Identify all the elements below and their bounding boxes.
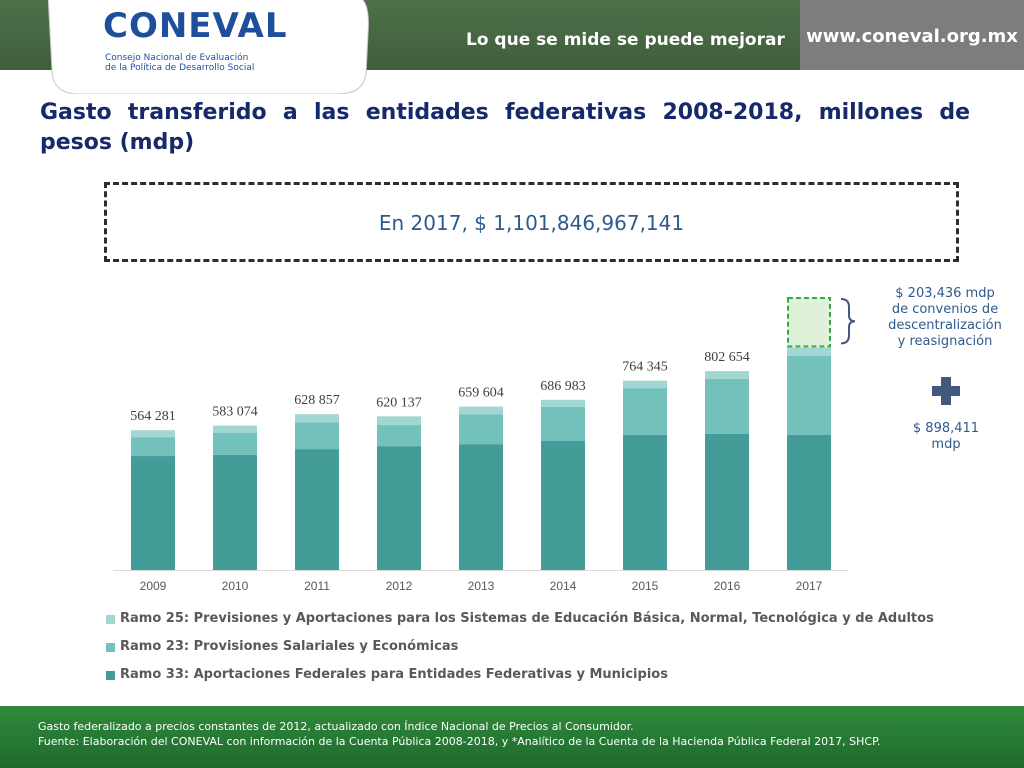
data-label: 583 074 [212, 405, 258, 420]
logo-subtitle: Consejo Nacional de Evaluación de la Pol… [105, 53, 254, 73]
bar-segment [295, 414, 339, 423]
bar-segment [377, 416, 421, 426]
x-tick-label: 2015 [632, 579, 659, 593]
bar-segment [213, 425, 257, 433]
data-label: 564 281 [130, 409, 176, 424]
legend-label: Ramo 33: Aportaciones Federales para Ent… [120, 667, 668, 682]
legend-swatch-ramo-25 [106, 615, 115, 624]
bar-segment [705, 378, 749, 434]
data-label: 802 654 [704, 350, 750, 365]
bar-segment [459, 444, 503, 570]
plus-icon [932, 377, 960, 405]
x-tick-label: 2016 [714, 579, 741, 593]
x-tick-label: 2012 [386, 579, 413, 593]
bar-segment [377, 446, 421, 570]
highlight-note-line: de convenios de [891, 302, 999, 317]
bar-segment [623, 388, 667, 435]
bar-segment [213, 454, 257, 570]
bar-segment [131, 456, 175, 570]
data-label: 628 857 [294, 393, 340, 408]
highlight-note-line: descentralización [888, 318, 1002, 333]
highlight-brace [840, 298, 856, 345]
bar-segment [131, 437, 175, 457]
base-total-note-line: $ 898,411 [912, 421, 980, 436]
url-box [800, 0, 1024, 70]
legend-swatch-ramo-33 [106, 671, 115, 680]
logo-tab [48, 0, 369, 94]
bar-segment [541, 440, 585, 570]
base-total-note: $ 898,411 mdp [896, 421, 996, 453]
page-title: Gasto transferido a las entidades federa… [40, 100, 970, 155]
highlight-note-line: y reasignación [897, 334, 993, 349]
bar-segment [623, 434, 667, 570]
x-tick-label: 2011 [304, 579, 330, 593]
data-label: 659 604 [458, 386, 504, 401]
bar-segment [377, 425, 421, 447]
legend-label: Ramo 23: Provisiones Salariales y Económ… [120, 639, 459, 654]
footer-band [0, 706, 1024, 768]
bar-segment [131, 430, 175, 438]
bar-segment [705, 433, 749, 570]
total-callout-box [104, 182, 959, 262]
footer-source: Fuente: Elaboración del CONEVAL con info… [38, 735, 881, 748]
x-tick-label: 2010 [222, 579, 249, 593]
footer-note: Gasto federalizado a precios constantes … [38, 720, 634, 733]
data-label: 620 137 [376, 395, 422, 410]
data-label: 686 983 [540, 379, 586, 394]
x-tick-label: 2009 [140, 579, 167, 593]
bar-segment [705, 371, 749, 379]
bar-segment [213, 432, 257, 455]
bar-segment [787, 355, 831, 435]
bar-segment [541, 399, 585, 407]
bar-segment [459, 414, 503, 445]
tagline: Lo que se mide se puede mejorar [466, 30, 785, 50]
legend-label: Ramo 25: Previsiones y Aportaciones para… [120, 611, 934, 626]
bar-segment [295, 449, 339, 570]
logo-wordmark: CONEVAL [103, 6, 288, 46]
bar-segment [295, 422, 339, 450]
bar-segment [787, 434, 831, 570]
logo-subtitle-line-2: de la Política de Desarrollo Social [105, 63, 255, 73]
bar-segment [787, 347, 831, 356]
highlight-segment [787, 297, 831, 348]
x-tick-label: 2013 [468, 579, 495, 593]
total-callout-text: En 2017, $ 1,101,846,967,141 [378, 211, 685, 235]
highlight-note-line: $ 203,436 mdp [895, 286, 995, 301]
logo-subtitle-line-1: Consejo Nacional de Evaluación [105, 53, 249, 63]
bar-segment [541, 406, 585, 441]
x-tick-label: 2017 [796, 579, 823, 593]
bar-segment [459, 406, 503, 415]
base-total-note-line: mdp [931, 437, 961, 452]
website-url[interactable]: www.coneval.org.mx [806, 26, 1018, 47]
highlight-note: $ 203,436 mdp de convenios de descentral… [870, 286, 1020, 350]
data-label: 764 345 [622, 360, 668, 375]
bar-segment [623, 380, 667, 389]
x-tick-label: 2014 [550, 579, 577, 593]
legend-swatch-ramo-23 [106, 643, 115, 652]
